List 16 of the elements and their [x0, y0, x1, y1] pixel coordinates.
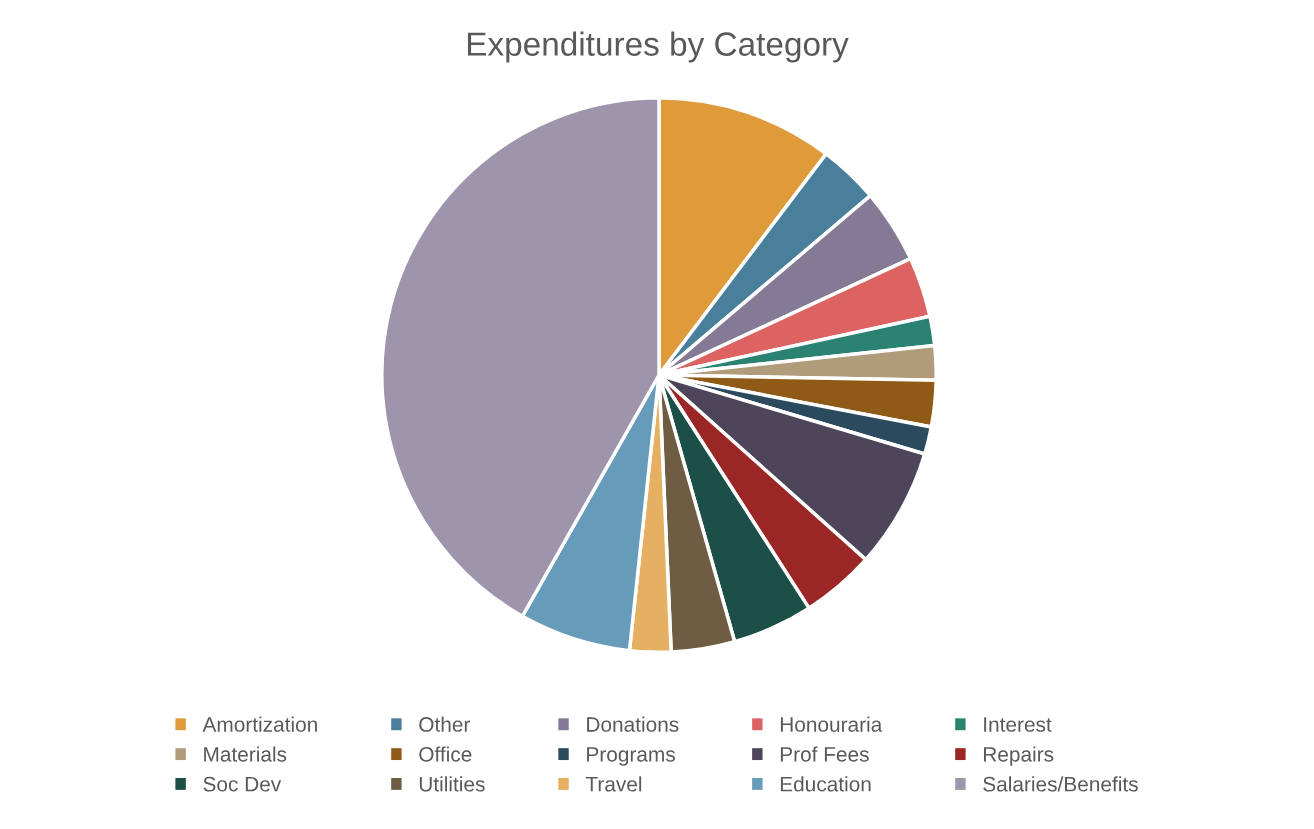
legend-label: Soc Dev — [203, 776, 282, 792]
legend-label: Amortization — [202, 716, 317, 732]
chart-title: Expenditures by Category — [467, 31, 849, 63]
legend-label: Donations — [587, 716, 679, 732]
legend-label: Other — [419, 716, 471, 732]
legend-label: Honouraria — [780, 716, 883, 732]
legend-label: Prof Fees — [780, 746, 869, 762]
legend-label: Utilities — [419, 776, 485, 792]
legend-label: Interest — [984, 717, 1052, 732]
legend-label: Travel — [585, 776, 642, 792]
legend-label: Programs — [587, 747, 675, 766]
legend-label: Repairs — [983, 746, 1054, 766]
legend-label: Education — [780, 776, 871, 792]
legend-label: Salaries/Benefits — [983, 776, 1138, 792]
legend-label: Materials — [204, 746, 287, 762]
legend-label: Office — [419, 746, 472, 762]
